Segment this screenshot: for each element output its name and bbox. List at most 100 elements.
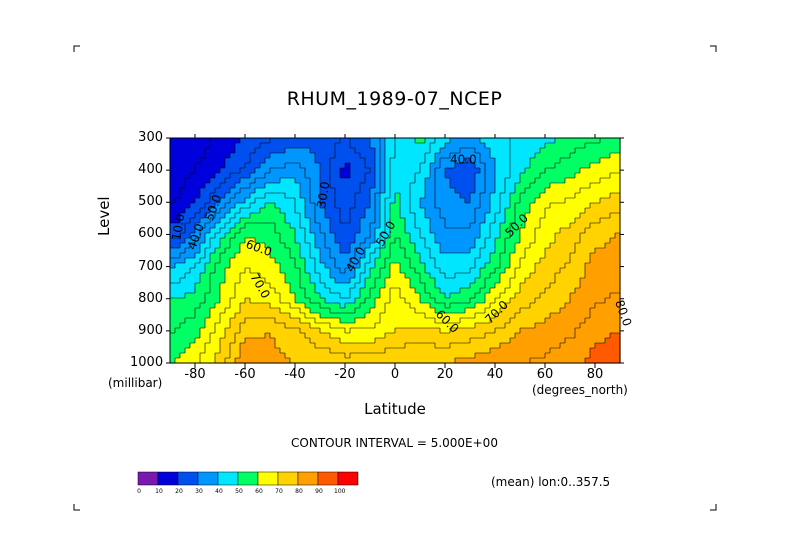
field-cell — [180, 228, 186, 234]
field-cell — [460, 223, 466, 229]
field-cell — [485, 283, 491, 289]
field-cell — [390, 288, 396, 294]
field-cell — [515, 138, 521, 144]
field-cell — [200, 213, 206, 219]
field-cell — [415, 228, 421, 234]
field-cell — [545, 258, 551, 264]
field-cell — [470, 253, 476, 259]
field-cell — [230, 298, 236, 304]
field-cell — [575, 293, 581, 299]
field-cell — [290, 323, 296, 329]
field-cell — [335, 243, 341, 249]
field-cell — [405, 323, 411, 329]
field-cell — [515, 313, 521, 319]
field-cell — [205, 308, 211, 314]
field-cell — [175, 228, 181, 234]
field-cell — [525, 343, 531, 349]
field-cell — [200, 143, 206, 149]
field-cell — [450, 268, 456, 274]
field-cell — [325, 308, 331, 314]
field-cell — [485, 258, 491, 264]
field-cell — [195, 308, 201, 314]
field-cell — [615, 258, 621, 264]
field-cell — [200, 153, 206, 159]
field-cell — [485, 263, 491, 269]
field-cell — [615, 238, 621, 244]
field-cell — [480, 188, 486, 194]
field-cell — [355, 193, 361, 199]
field-cell — [590, 243, 596, 249]
field-cell — [190, 193, 196, 199]
field-cell — [235, 218, 241, 224]
field-cell — [185, 328, 191, 334]
field-cell — [250, 293, 256, 299]
field-cell — [340, 283, 346, 289]
field-cell — [340, 358, 346, 364]
field-cell — [440, 158, 446, 164]
field-cell — [360, 203, 366, 209]
field-cell — [430, 218, 436, 224]
field-cell — [420, 358, 426, 364]
field-cell — [565, 278, 571, 284]
field-cell — [475, 318, 481, 324]
field-cell — [555, 163, 561, 169]
field-cell — [475, 268, 481, 274]
field-cell — [570, 358, 576, 364]
field-cell — [215, 228, 221, 234]
field-cell — [355, 353, 361, 359]
field-cell — [405, 263, 411, 269]
field-cell — [375, 218, 381, 224]
field-cell — [595, 198, 601, 204]
field-cell — [505, 198, 511, 204]
field-cell — [465, 248, 471, 254]
field-cell — [285, 353, 291, 359]
field-cell — [220, 263, 226, 269]
field-cell — [545, 213, 551, 219]
field-cell — [330, 263, 336, 269]
field-cell — [450, 278, 456, 284]
field-cell — [495, 358, 501, 364]
field-cell — [185, 198, 191, 204]
field-cell — [555, 208, 561, 214]
field-cell — [580, 198, 586, 204]
field-cell — [540, 298, 546, 304]
field-cell — [495, 303, 501, 309]
field-cell — [435, 308, 441, 314]
field-cell — [435, 228, 441, 234]
field-cell — [555, 168, 561, 174]
field-cell — [430, 138, 436, 144]
field-cell — [435, 208, 441, 214]
field-cell — [270, 343, 276, 349]
field-cell — [455, 253, 461, 259]
field-cell — [515, 188, 521, 194]
field-cell — [390, 223, 396, 229]
field-cell — [600, 198, 606, 204]
field-cell — [335, 318, 341, 324]
field-cell — [540, 328, 546, 334]
field-cell — [345, 168, 351, 174]
field-cell — [605, 203, 611, 209]
field-cell — [590, 278, 596, 284]
field-cell — [370, 288, 376, 294]
field-cell — [450, 198, 456, 204]
field-cell — [355, 163, 361, 169]
field-cell — [335, 188, 341, 194]
field-cell — [550, 333, 556, 339]
field-cell — [585, 298, 591, 304]
field-cell — [320, 318, 326, 324]
field-cell — [280, 248, 286, 254]
field-cell — [535, 218, 541, 224]
field-cell — [245, 248, 251, 254]
field-cell — [525, 333, 531, 339]
field-cell — [205, 258, 211, 264]
field-cell — [415, 258, 421, 264]
field-cell — [405, 138, 411, 144]
field-cell — [545, 283, 551, 289]
field-cell — [330, 253, 336, 259]
field-cell — [560, 333, 566, 339]
field-cell — [500, 313, 506, 319]
field-cell — [555, 148, 561, 154]
field-cell — [175, 203, 181, 209]
field-cell — [245, 243, 251, 249]
field-cell — [460, 263, 466, 269]
